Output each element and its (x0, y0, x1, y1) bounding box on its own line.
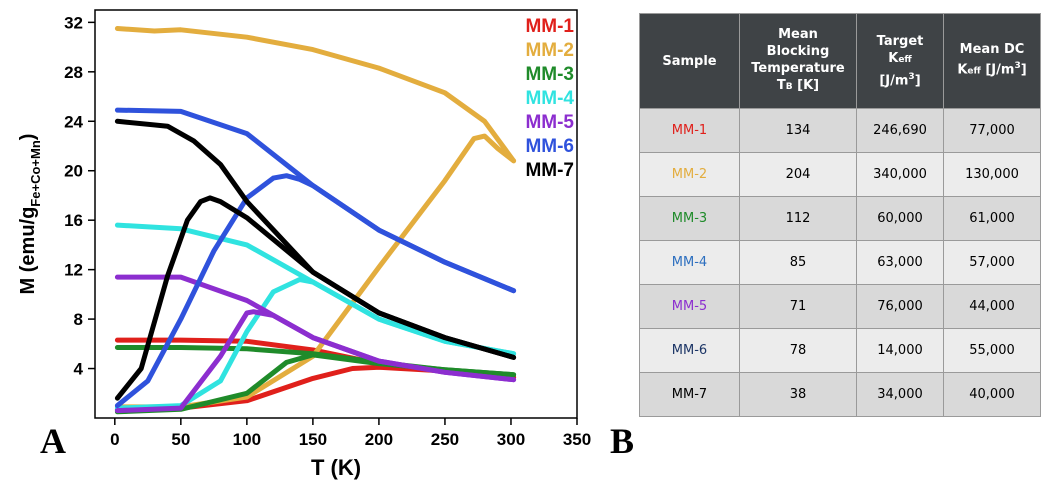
series-line-mm-3-fc (114, 345, 517, 378)
table-row: MM-2 204 340,000 130,000 (639, 152, 1041, 197)
magnetization-chart: 0 50 100 150 200 250 300 350 4 8 12 16 20 24 28 32 MM-1… (17, 9, 591, 480)
table-row: MM-5 71 76,000 44,000 (639, 284, 1041, 329)
table-row: MM-1 134 246,690 77,000 (639, 108, 1041, 153)
cell-sample: MM-1 (639, 108, 740, 153)
legend-entry-mm-2: MM-2 (525, 40, 574, 61)
cell-blocking-temperature: 78 (739, 328, 857, 373)
cell-mean-dc-keff: 61,000 (943, 196, 1041, 241)
cell-target-keff: 246,690 (856, 108, 944, 153)
table-row: MM-6 78 14,000 55,000 (639, 328, 1041, 373)
y-tick-label: 24 (64, 112, 83, 131)
y-axis-label-subscript: Fe+Co+Mn (28, 140, 43, 207)
x-tick-label: 0 (110, 430, 119, 449)
cell-mean-dc-keff: 40,000 (943, 372, 1041, 417)
cell-target-keff: 14,000 (856, 328, 944, 373)
panel-b-label: B (610, 421, 635, 461)
cell-blocking-temperature: 134 (739, 108, 857, 153)
header-mean-blocking-temperature: Mean Blocking Temperature TB [K] (739, 13, 857, 109)
series-line-mm-5-fc (114, 274, 517, 383)
cell-sample: MM-3 (639, 196, 740, 241)
table-row: MM-7 38 34,000 40,000 (639, 372, 1041, 417)
y-tick-label: 8 (74, 310, 83, 329)
x-tick-label: 200 (365, 430, 393, 449)
cell-sample: MM-4 (639, 240, 740, 285)
y-tick-label: 16 (64, 211, 83, 230)
cell-blocking-temperature: 85 (739, 240, 857, 285)
y-tick-label: 20 (64, 162, 83, 181)
header-mean-dc-keff: Mean DC Keff [J/m3] (943, 13, 1041, 109)
cell-blocking-temperature: 112 (739, 196, 857, 241)
cell-sample: MM-5 (639, 284, 740, 329)
cell-mean-dc-keff: 130,000 (943, 152, 1041, 197)
cell-blocking-temperature: 204 (739, 152, 857, 197)
cell-target-keff: 60,000 (856, 196, 944, 241)
y-tick-label: 28 (64, 63, 83, 82)
series-line-mm-2-fc (114, 26, 517, 164)
x-tick-label: 150 (299, 430, 327, 449)
cell-target-keff: 76,000 (856, 284, 944, 329)
table-header-row: Sample Mean Blocking Temperature TB [K] … (639, 13, 1041, 109)
cell-target-keff: 340,000 (856, 152, 944, 197)
cell-mean-dc-keff: 55,000 (943, 328, 1041, 373)
x-tick-label: 300 (497, 430, 525, 449)
legend-entry-mm-1: MM-1 (525, 16, 574, 37)
cell-sample: MM-6 (639, 328, 740, 373)
y-axis-label-end: ) (17, 134, 39, 141)
x-tick-label: 250 (431, 430, 459, 449)
table-row: MM-3 112 60,000 61,000 (639, 196, 1041, 241)
cell-target-keff: 34,000 (856, 372, 944, 417)
header-sample: Sample (639, 13, 740, 109)
cell-mean-dc-keff: 44,000 (943, 284, 1041, 329)
series-line-mm-7-fc (114, 118, 517, 360)
blocking-temperature-table: Sample Mean Blocking Temperature TB [K] … (639, 13, 1041, 417)
cell-mean-dc-keff: 57,000 (943, 240, 1041, 285)
x-tick-label: 350 (563, 430, 591, 449)
cell-sample: MM-7 (639, 372, 740, 417)
y-tick-label: 32 (64, 13, 83, 32)
cell-blocking-temperature: 71 (739, 284, 857, 329)
header-target-keff: Target Keff [J/m3] (856, 13, 944, 109)
series-line-mm-6-fc (114, 107, 517, 294)
table-row: MM-4 85 63,000 57,000 (639, 240, 1041, 285)
legend-entry-mm-3: MM-3 (525, 64, 574, 85)
y-tick-label: 12 (64, 261, 83, 280)
cell-sample: MM-2 (639, 152, 740, 197)
cell-mean-dc-keff: 77,000 (943, 108, 1041, 153)
y-tick-label: 4 (74, 360, 84, 379)
plot-frame (94, 9, 578, 419)
x-tick-label: 50 (171, 430, 190, 449)
x-tick-label: 100 (233, 430, 261, 449)
cell-target-keff: 63,000 (856, 240, 944, 285)
legend-entry-mm-4: MM-4 (525, 88, 574, 109)
legend-entry-mm-5: MM-5 (525, 112, 574, 133)
legend-entry-mm-7: MM-7 (525, 160, 574, 181)
cell-blocking-temperature: 38 (739, 372, 857, 417)
y-axis-label: M (emu/gFe+Co+Mn) (17, 134, 43, 295)
panel-a-label: A (40, 421, 66, 461)
legend-entry-mm-6: MM-6 (525, 136, 574, 157)
series-line-mm-4-fc (114, 222, 517, 357)
x-axis-label: T (K) (311, 455, 361, 480)
